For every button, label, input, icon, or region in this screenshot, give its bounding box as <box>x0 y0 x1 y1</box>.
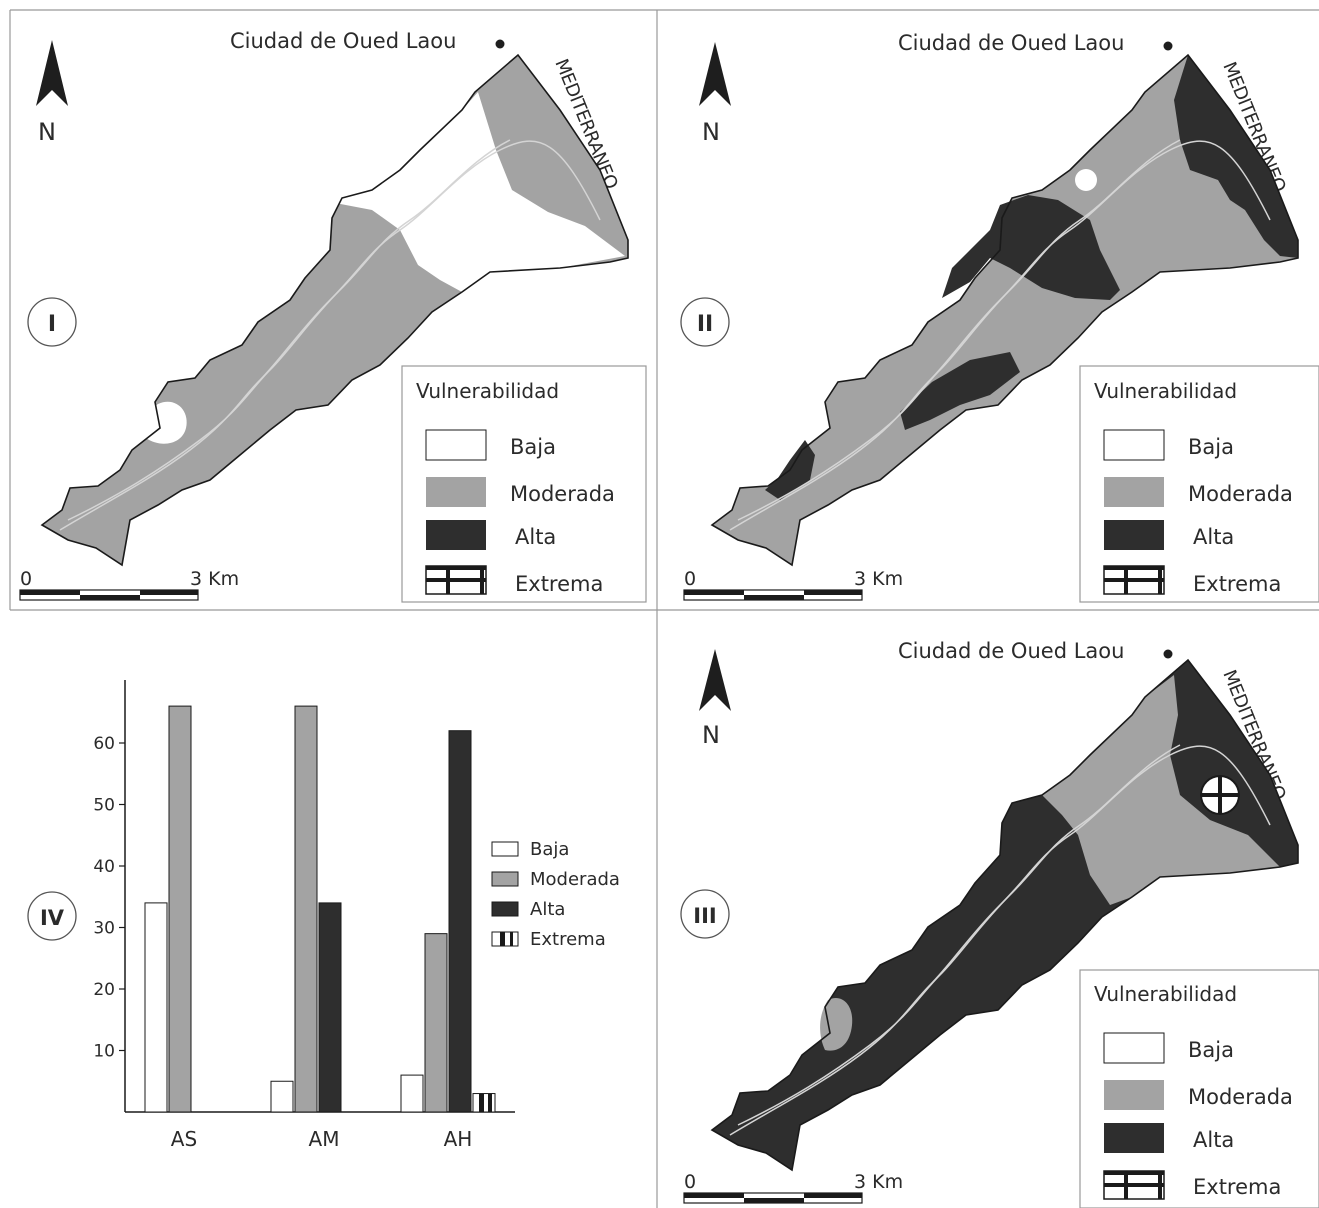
panel-number-IV: IV <box>40 906 65 930</box>
legend-II: Vulnerabilidad Baja Moderada Alta Extrem… <box>1079 365 1319 603</box>
bar-group <box>144 705 496 1113</box>
map-panel-II: N Ciudad de Oued Laou MEDITERRANEO II 0 … <box>680 31 1319 603</box>
legend-swatch-moderada <box>491 871 519 887</box>
scale-end-label: 3 Km <box>190 568 239 590</box>
bar-moderada-ah <box>424 933 448 1113</box>
y-tick-label: 10 <box>93 1042 115 1062</box>
legend-label-alta: Alta <box>1193 1128 1234 1152</box>
north-arrow: N <box>699 42 731 146</box>
panel-number-I: I <box>48 312 56 337</box>
legend-title: Vulnerabilidad <box>1094 982 1237 1006</box>
legend-label-moderada: Moderada <box>1188 482 1293 506</box>
bar-baja-ah <box>400 1074 424 1113</box>
legend-label-moderada: Moderada <box>530 869 620 890</box>
scale-start-label: 0 <box>684 568 696 590</box>
legend-label-baja: Baja <box>1188 1038 1234 1062</box>
scale-bar: 0 3 Km <box>683 568 903 601</box>
city-marker <box>1163 649 1173 659</box>
bar-baja-am <box>270 1080 294 1113</box>
legend-title: Vulnerabilidad <box>1094 379 1237 403</box>
legend-label-extrema: Extrema <box>530 929 606 950</box>
legend-label-extrema: Extrema <box>515 572 603 596</box>
legend-title: Vulnerabilidad <box>416 379 559 403</box>
north-arrow: N <box>699 649 731 749</box>
legend-label-extrema: Extrema <box>1193 572 1281 596</box>
x-category-label: AS <box>171 1127 197 1151</box>
basin-II <box>711 54 1299 566</box>
chart-legend: Baja Moderada Alta Extrema <box>491 839 620 950</box>
legend-swatch-extrema <box>491 931 519 947</box>
bar-alta-am <box>318 902 342 1113</box>
city-label: Ciudad de Oued Laou <box>898 639 1124 663</box>
legend-label-alta: Alta <box>530 899 565 920</box>
north-arrow: N <box>36 40 68 146</box>
legend-swatch-baja <box>491 841 519 857</box>
legend-label-baja: Baja <box>510 435 556 459</box>
panel-number-II: II <box>697 312 713 337</box>
city-marker <box>1163 41 1173 51</box>
legend-III: Vulnerabilidad Baja Moderada Alta Extrem… <box>1079 969 1319 1208</box>
scale-bar: 0 3 Km <box>683 1171 903 1204</box>
legend-I: Vulnerabilidad Baja Moderada Alta Extrem… <box>401 365 647 603</box>
panel-dividers <box>9 9 1319 1208</box>
y-tick-label: 60 <box>93 734 115 754</box>
chart-panel-IV: IV 10 20 30 40 50 60 AS AM AH Baja Moderada Alta E… <box>27 680 620 1151</box>
y-ticks: 10 20 30 40 50 60 <box>93 734 125 1062</box>
city-label: Ciudad de Oued Laou <box>898 31 1124 55</box>
map-panel-III: N Ciudad de Oued Laou MEDITERRANEO III 0 <box>680 639 1319 1208</box>
legend-label-moderada: Moderada <box>1188 1085 1293 1109</box>
scale-start-label: 0 <box>684 1171 696 1193</box>
north-label: N <box>702 118 720 146</box>
scale-start-label: 0 <box>20 568 32 590</box>
bar-extrema-ah <box>472 1093 496 1113</box>
legend-swatch-alta <box>491 901 519 917</box>
legend-label-baja: Baja <box>530 839 569 860</box>
north-label: N <box>38 118 56 146</box>
city-label: Ciudad de Oued Laou <box>230 29 456 53</box>
y-tick-label: 30 <box>93 919 115 939</box>
basin-III <box>711 659 1299 1171</box>
basin-I <box>41 54 629 566</box>
scale-bar: 0 3 Km <box>19 568 239 601</box>
north-label: N <box>702 721 720 749</box>
legend-label-extrema: Extrema <box>1193 1175 1281 1199</box>
legend-label-moderada: Moderada <box>510 482 615 506</box>
scale-end-label: 3 Km <box>854 568 903 590</box>
panel-number-III: III <box>693 904 716 928</box>
y-tick-label: 50 <box>93 796 115 816</box>
bar-baja-as <box>144 902 168 1113</box>
scale-end-label: 3 Km <box>854 1171 903 1193</box>
bar-alta-ah <box>448 730 472 1113</box>
legend-label-alta: Alta <box>1193 525 1234 549</box>
y-tick-label: 40 <box>93 857 115 877</box>
legend-label-alta: Alta <box>515 525 556 549</box>
legend-label-baja: Baja <box>1188 435 1234 459</box>
city-marker <box>495 39 505 49</box>
x-category-label: AM <box>309 1127 340 1151</box>
map-panel-I: N Ciudad de Oued Laou MEDITERRANEO I 0 3… <box>19 29 647 603</box>
x-categories: AS AM AH <box>171 1127 473 1151</box>
y-tick-label: 20 <box>93 980 115 1000</box>
bar-moderada-am <box>294 705 318 1113</box>
extrema-spot <box>1200 775 1240 815</box>
bar-moderada-as <box>168 705 192 1113</box>
x-category-label: AH <box>444 1127 473 1151</box>
